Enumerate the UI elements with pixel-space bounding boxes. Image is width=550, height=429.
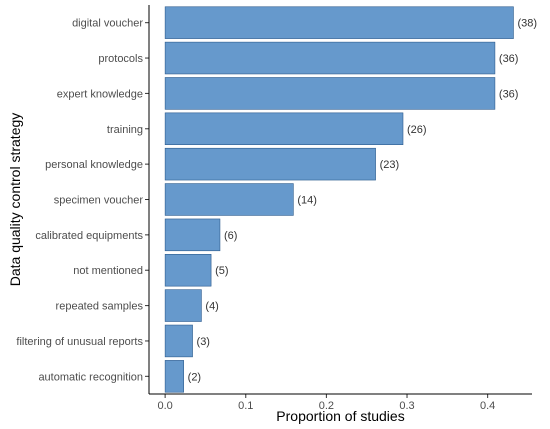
data-label: (38) bbox=[517, 18, 537, 30]
bar-protocols bbox=[164, 41, 496, 75]
data-label: (26) bbox=[407, 124, 427, 136]
bar-expert-knowledge bbox=[164, 77, 496, 110]
data-labels: (38) (36) (36) (26) (23) (14) (6) (5) (4) (3) (2) bbox=[188, 18, 537, 384]
y-axis-title: Data quality control strategy bbox=[7, 113, 23, 287]
category-label: specimen voucher bbox=[54, 195, 144, 207]
data-label: (14) bbox=[297, 195, 317, 207]
data-label: (23) bbox=[380, 159, 400, 171]
x-axis-title: Proportion of studies bbox=[276, 408, 404, 424]
data-label: (4) bbox=[205, 301, 218, 313]
data-label: (36) bbox=[499, 88, 519, 100]
data-label: (5) bbox=[215, 265, 228, 277]
bar-digital-voucher bbox=[164, 6, 514, 39]
bar-calibrated-equipments bbox=[164, 218, 221, 252]
data-label: (6) bbox=[224, 230, 237, 242]
bar-training bbox=[164, 112, 404, 145]
category-label: protocols bbox=[98, 53, 143, 65]
x-tick-label: 0.2 bbox=[319, 400, 334, 412]
x-tick-label: 0.4 bbox=[480, 400, 495, 412]
bar-filtering-of-unusual-reports bbox=[164, 324, 193, 358]
x-ticks: 0.0 0.1 0.2 0.3 0.4 bbox=[157, 394, 495, 412]
data-label: (2) bbox=[188, 371, 201, 383]
bar-personal-knowledge bbox=[164, 147, 376, 181]
bar-specimen-voucher bbox=[164, 183, 294, 216]
category-label: personal knowledge bbox=[45, 159, 143, 171]
bar-not-mentioned bbox=[164, 254, 212, 287]
category-label: repeated samples bbox=[56, 301, 144, 313]
x-tick-label: 0.0 bbox=[157, 400, 172, 412]
bar-repeated-samples bbox=[164, 289, 202, 322]
bar-automatic-recognition bbox=[164, 360, 184, 393]
category-label: automatic recognition bbox=[38, 371, 143, 383]
data-label: (36) bbox=[499, 53, 519, 65]
bars-group bbox=[164, 6, 514, 393]
category-label: filtering of unusual reports bbox=[16, 336, 143, 348]
category-label: expert knowledge bbox=[57, 88, 143, 100]
category-labels: digital voucher protocols expert knowledge… bbox=[16, 18, 149, 383]
x-tick-label: 0.1 bbox=[238, 400, 253, 412]
category-label: calibrated equipments bbox=[35, 230, 143, 242]
category-label: digital voucher bbox=[72, 18, 143, 30]
x-tick-label: 0.3 bbox=[399, 400, 414, 412]
category-label: not mentioned bbox=[73, 265, 143, 277]
category-label: training bbox=[107, 124, 143, 136]
data-label: (3) bbox=[197, 336, 210, 348]
